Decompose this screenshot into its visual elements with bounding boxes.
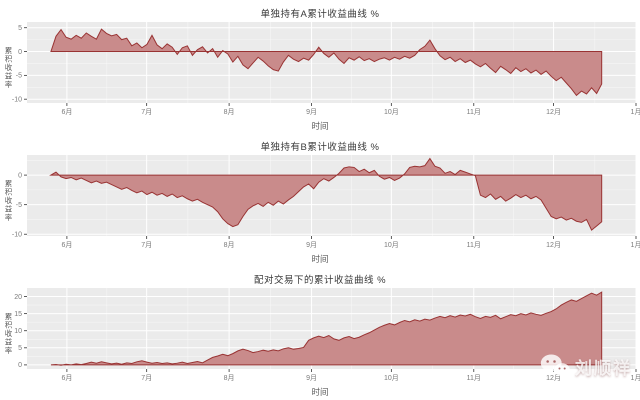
area-chart-a: 5 0 -5 -10 6月 7月 8月 9月 10月 11月 12月 1月 [12, 22, 640, 116]
watermark: 刘顺祥 [540, 353, 632, 379]
chart-title: 单独持有A累计收益曲线 % [260, 9, 380, 20]
y-axis-title: 累积收益率 [4, 46, 13, 89]
x-tick-label: 11月 [467, 241, 481, 249]
x-tick-label: 12月 [546, 108, 561, 116]
y-tick-label: 0 [18, 49, 22, 56]
chart-title: 配对交易下的累计收益曲线 % [253, 275, 387, 286]
y-tick-label: 5 [18, 25, 22, 32]
x-axis-title: 时间 [311, 254, 329, 264]
x-tick-label: 11月 [467, 108, 481, 116]
plot-area: 累积收益率 0 -5 -10 6月 7月 8月 9月 10月 11月 12月 1月 [0, 153, 640, 255]
x-axis-title: 时间 [311, 121, 329, 131]
y-tick-label: 10 [14, 328, 22, 335]
y-tick-label: -5 [16, 73, 22, 80]
x-tick-label: 1月 [631, 374, 640, 382]
x-tick-label: 11月 [467, 374, 481, 382]
y-tick-label: 0 [18, 362, 22, 369]
y-tick-label: 20 [14, 294, 22, 301]
y-tick-label: 5 [18, 345, 22, 352]
x-tick-label: 10月 [384, 374, 399, 382]
y-tick-label: -10 [12, 96, 22, 103]
x-tick-label: 8月 [224, 108, 235, 116]
x-tick-label: 12月 [546, 241, 561, 249]
x-tick-label: 1月 [631, 241, 640, 249]
x-tick-label: 10月 [384, 241, 399, 249]
y-axis-title: 累积收益率 [4, 312, 13, 355]
y-axis-title: 累积收益率 [4, 179, 13, 222]
x-tick-label: 8月 [224, 374, 235, 382]
area-chart-pair: 20 15 10 5 0 6月 7月 8月 9月 10月 11月 12月 1月 [14, 288, 640, 382]
chart-pair-block: 配对交易下的累计收益曲线 % 累积收益率 20 15 10 5 0 6月 7月 8月 9月 10月… [0, 266, 640, 400]
chart-title: 单独持有B累计收益曲线 % [260, 142, 380, 153]
x-axis-title: 时间 [311, 387, 329, 397]
x-tick-label: 8月 [224, 241, 235, 249]
x-tick-label: 6月 [61, 108, 72, 116]
area-series [50, 28, 603, 97]
wechat-icon [540, 354, 570, 379]
chart-b-block: 单独持有B累计收益曲线 % 累积收益率 0 -5 -10 6月 7月 8月 9月 10月 11月… [0, 133, 640, 266]
plot-area: 累积收益率 5 0 -5 -10 6月 7月 8月 9月 10月 11月 12月 1月 [0, 20, 640, 122]
y-tick-label: -5 [16, 202, 22, 209]
x-tick-label: 12月 [546, 374, 561, 382]
area-series [49, 157, 603, 231]
area-chart-b: 0 -5 -10 6月 7月 8月 9月 10月 11月 12月 1月 [12, 155, 640, 249]
y-tick-label: 0 [18, 172, 22, 179]
x-tick-label: 6月 [61, 374, 72, 382]
x-tick-label: 9月 [306, 374, 317, 382]
y-tick-label: 15 [14, 311, 22, 318]
x-tick-label: 6月 [61, 241, 72, 249]
x-tick-label: 7月 [141, 241, 152, 249]
area-series [50, 291, 603, 366]
x-tick-label: 10月 [384, 108, 399, 116]
x-tick-label: 9月 [306, 108, 317, 116]
x-tick-label: 1月 [631, 108, 640, 116]
y-tick-label: -10 [12, 232, 22, 239]
x-tick-label: 9月 [306, 241, 317, 249]
plot-area: 累积收益率 20 15 10 5 0 6月 7月 8月 9月 10月 11月 12月 1月 [0, 286, 640, 388]
watermark-text: 刘顺祥 [575, 358, 632, 378]
chart-a-block: 单独持有A累计收益曲线 % 累积收益率 5 0 -5 -10 6月 7月 8月 9月 10月 11… [0, 0, 640, 133]
x-tick-label: 7月 [141, 374, 152, 382]
x-tick-label: 7月 [141, 108, 152, 116]
